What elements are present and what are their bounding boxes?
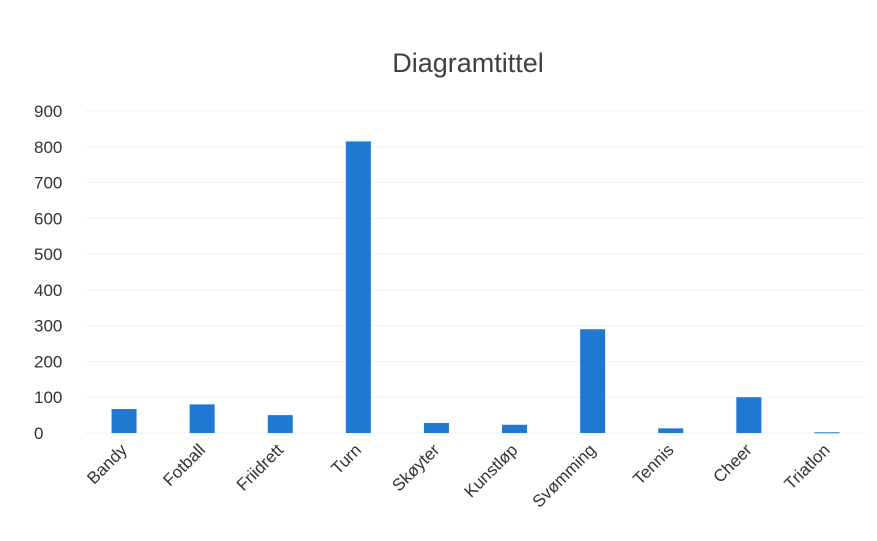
grid-lines: [85, 110, 866, 434]
x-tick-label: Triatlon: [781, 440, 834, 493]
y-axis-ticks: 0 100 200 300 400 500 600 700 800 900: [34, 102, 62, 443]
y-tick-label: 700: [34, 174, 62, 193]
bar-tennis: [658, 428, 684, 433]
bar-friidrett: [267, 415, 293, 433]
x-tick-label: Svømming: [529, 440, 600, 511]
bar-fotball: [189, 404, 215, 433]
bar-turn: [345, 141, 371, 433]
y-tick-label: 300: [34, 317, 62, 336]
y-tick-label: 200: [34, 352, 62, 371]
chart-area: Diagramtittel 0 100 200 300 400 500 600 700 800 9…: [8, 8, 868, 528]
y-tick-label: 400: [34, 281, 62, 300]
bar-svømming: [580, 329, 606, 433]
bar-bandy: [111, 409, 137, 433]
bars: [111, 141, 840, 434]
bar-kunstløp: [502, 424, 528, 433]
x-tick-label: Turn: [327, 440, 365, 478]
x-tick-label: Friidrett: [233, 440, 287, 494]
y-tick-label: 0: [34, 424, 43, 443]
y-tick-label: 100: [34, 388, 62, 407]
x-tick-label: Fotball: [159, 440, 209, 490]
bar-triatlon: [814, 432, 840, 434]
x-tick-label: Skøyter: [388, 440, 443, 495]
bar-cheer: [736, 397, 762, 433]
x-tick-label: Cheer: [709, 440, 755, 486]
x-tick-label: Kunstløp: [461, 440, 522, 501]
y-tick-label: 800: [34, 138, 62, 157]
bar-chart: Diagramtittel 0 100 200 300 400 500 600 700 800 9…: [34, 48, 866, 511]
x-tick-label: Tennis: [629, 440, 677, 488]
y-tick-label: 900: [34, 102, 62, 121]
chart-title: Diagramtittel: [392, 48, 544, 78]
x-tick-label: Bandy: [83, 440, 131, 488]
bar-skøyter: [423, 422, 449, 433]
y-tick-label: 600: [34, 209, 62, 228]
x-axis-labels: Bandy Fotball Friidrett Turn Skøyter Kunstløp…: [83, 440, 833, 511]
y-tick-label: 500: [34, 245, 62, 264]
